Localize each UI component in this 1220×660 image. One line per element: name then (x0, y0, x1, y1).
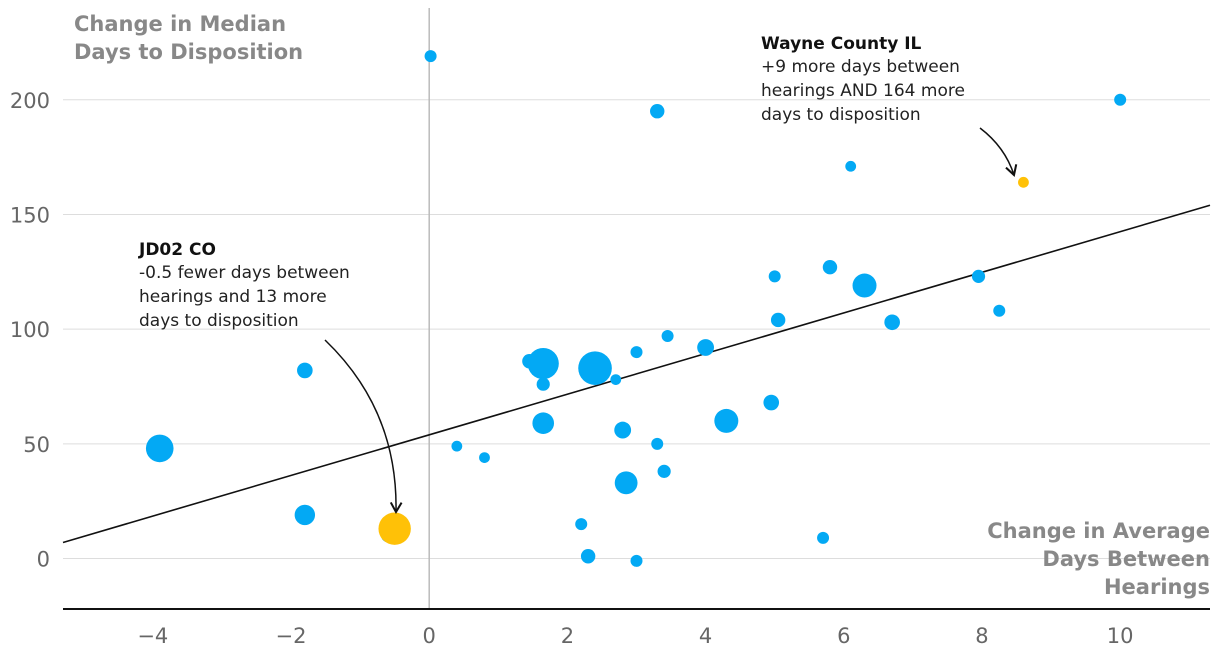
x-tick-label: 0 (423, 624, 436, 648)
y-axis-title-line-1: Change in Median (74, 12, 286, 36)
highlighted-points (378, 176, 1029, 545)
data-point (650, 104, 665, 119)
data-point (630, 346, 643, 359)
data-points (145, 50, 1127, 567)
highlight-point (378, 512, 411, 545)
y-tick-label: 0 (37, 548, 50, 572)
annotation-line: +9 more days between (761, 57, 960, 77)
data-point (714, 408, 739, 433)
x-axis-title-line-2: Days Between (1042, 547, 1210, 571)
annotation-line: days to disposition (761, 105, 921, 125)
data-point (768, 270, 781, 283)
data-point (1114, 93, 1127, 106)
data-point (822, 260, 838, 275)
data-point (770, 312, 786, 328)
x-tick-label: 8 (975, 624, 988, 648)
annotation-line: -0.5 fewer days between (139, 263, 350, 283)
data-point (610, 374, 622, 386)
data-point (297, 362, 313, 379)
data-point (424, 50, 437, 63)
x-tick-labels: −4 −2 0 2 4 6 8 10 (137, 624, 1133, 648)
annotation-line: days to disposition (139, 311, 299, 331)
data-point (527, 347, 559, 380)
x-tick-label: −4 (137, 624, 168, 648)
annotation-arrow (324, 339, 403, 515)
annotation-jd02-co: JD02 CO -0.5 fewer days between hearings… (138, 240, 403, 515)
data-point (651, 437, 664, 450)
data-point (532, 412, 555, 434)
data-point (294, 504, 316, 526)
y-tick-labels: 0 50 100 150 200 (10, 89, 50, 572)
data-point (884, 314, 900, 331)
highlight-point (1018, 176, 1029, 188)
x-tick-label: −2 (276, 624, 307, 648)
data-point (575, 518, 588, 531)
data-point (536, 377, 550, 391)
annotation-wayne-county: Wayne County IL +9 more days between hea… (761, 34, 1018, 177)
data-point (614, 471, 638, 495)
data-point (993, 304, 1006, 317)
x-tick-label: 2 (561, 624, 574, 648)
annotation-title: Wayne County IL (761, 34, 922, 54)
data-point (697, 339, 714, 356)
data-point (657, 464, 671, 478)
y-tick-label: 200 (10, 89, 50, 113)
data-point (852, 273, 877, 298)
annotation-line: hearings and 13 more (139, 287, 327, 307)
y-tick-label: 150 (10, 203, 50, 227)
data-point (614, 421, 632, 439)
x-tick-label: 4 (699, 624, 712, 648)
x-axis-title-line-1: Change in Average (987, 519, 1210, 543)
y-tick-label: 100 (10, 318, 50, 342)
data-point (763, 394, 780, 411)
y-tick-label: 50 (23, 433, 50, 457)
annotation-title: JD02 CO (138, 240, 216, 260)
annotation-arrow (979, 127, 1018, 177)
annotation-line: hearings AND 164 more (761, 81, 965, 101)
x-axis-title-line-3: Hearings (1104, 575, 1210, 599)
data-point (971, 269, 986, 283)
x-tick-label: 10 (1107, 624, 1134, 648)
data-point (630, 554, 643, 567)
y-axis-title-line-2: Days to Disposition (74, 40, 303, 64)
data-point (145, 434, 174, 463)
data-point (661, 330, 674, 343)
x-tick-label: 6 (837, 624, 850, 648)
grid-lines (63, 99, 1210, 560)
data-point (817, 531, 830, 544)
data-point (845, 160, 857, 172)
data-point (451, 440, 463, 452)
data-point (580, 549, 596, 564)
data-point (479, 452, 490, 464)
data-point (578, 351, 612, 385)
trend-line (62, 204, 1211, 544)
